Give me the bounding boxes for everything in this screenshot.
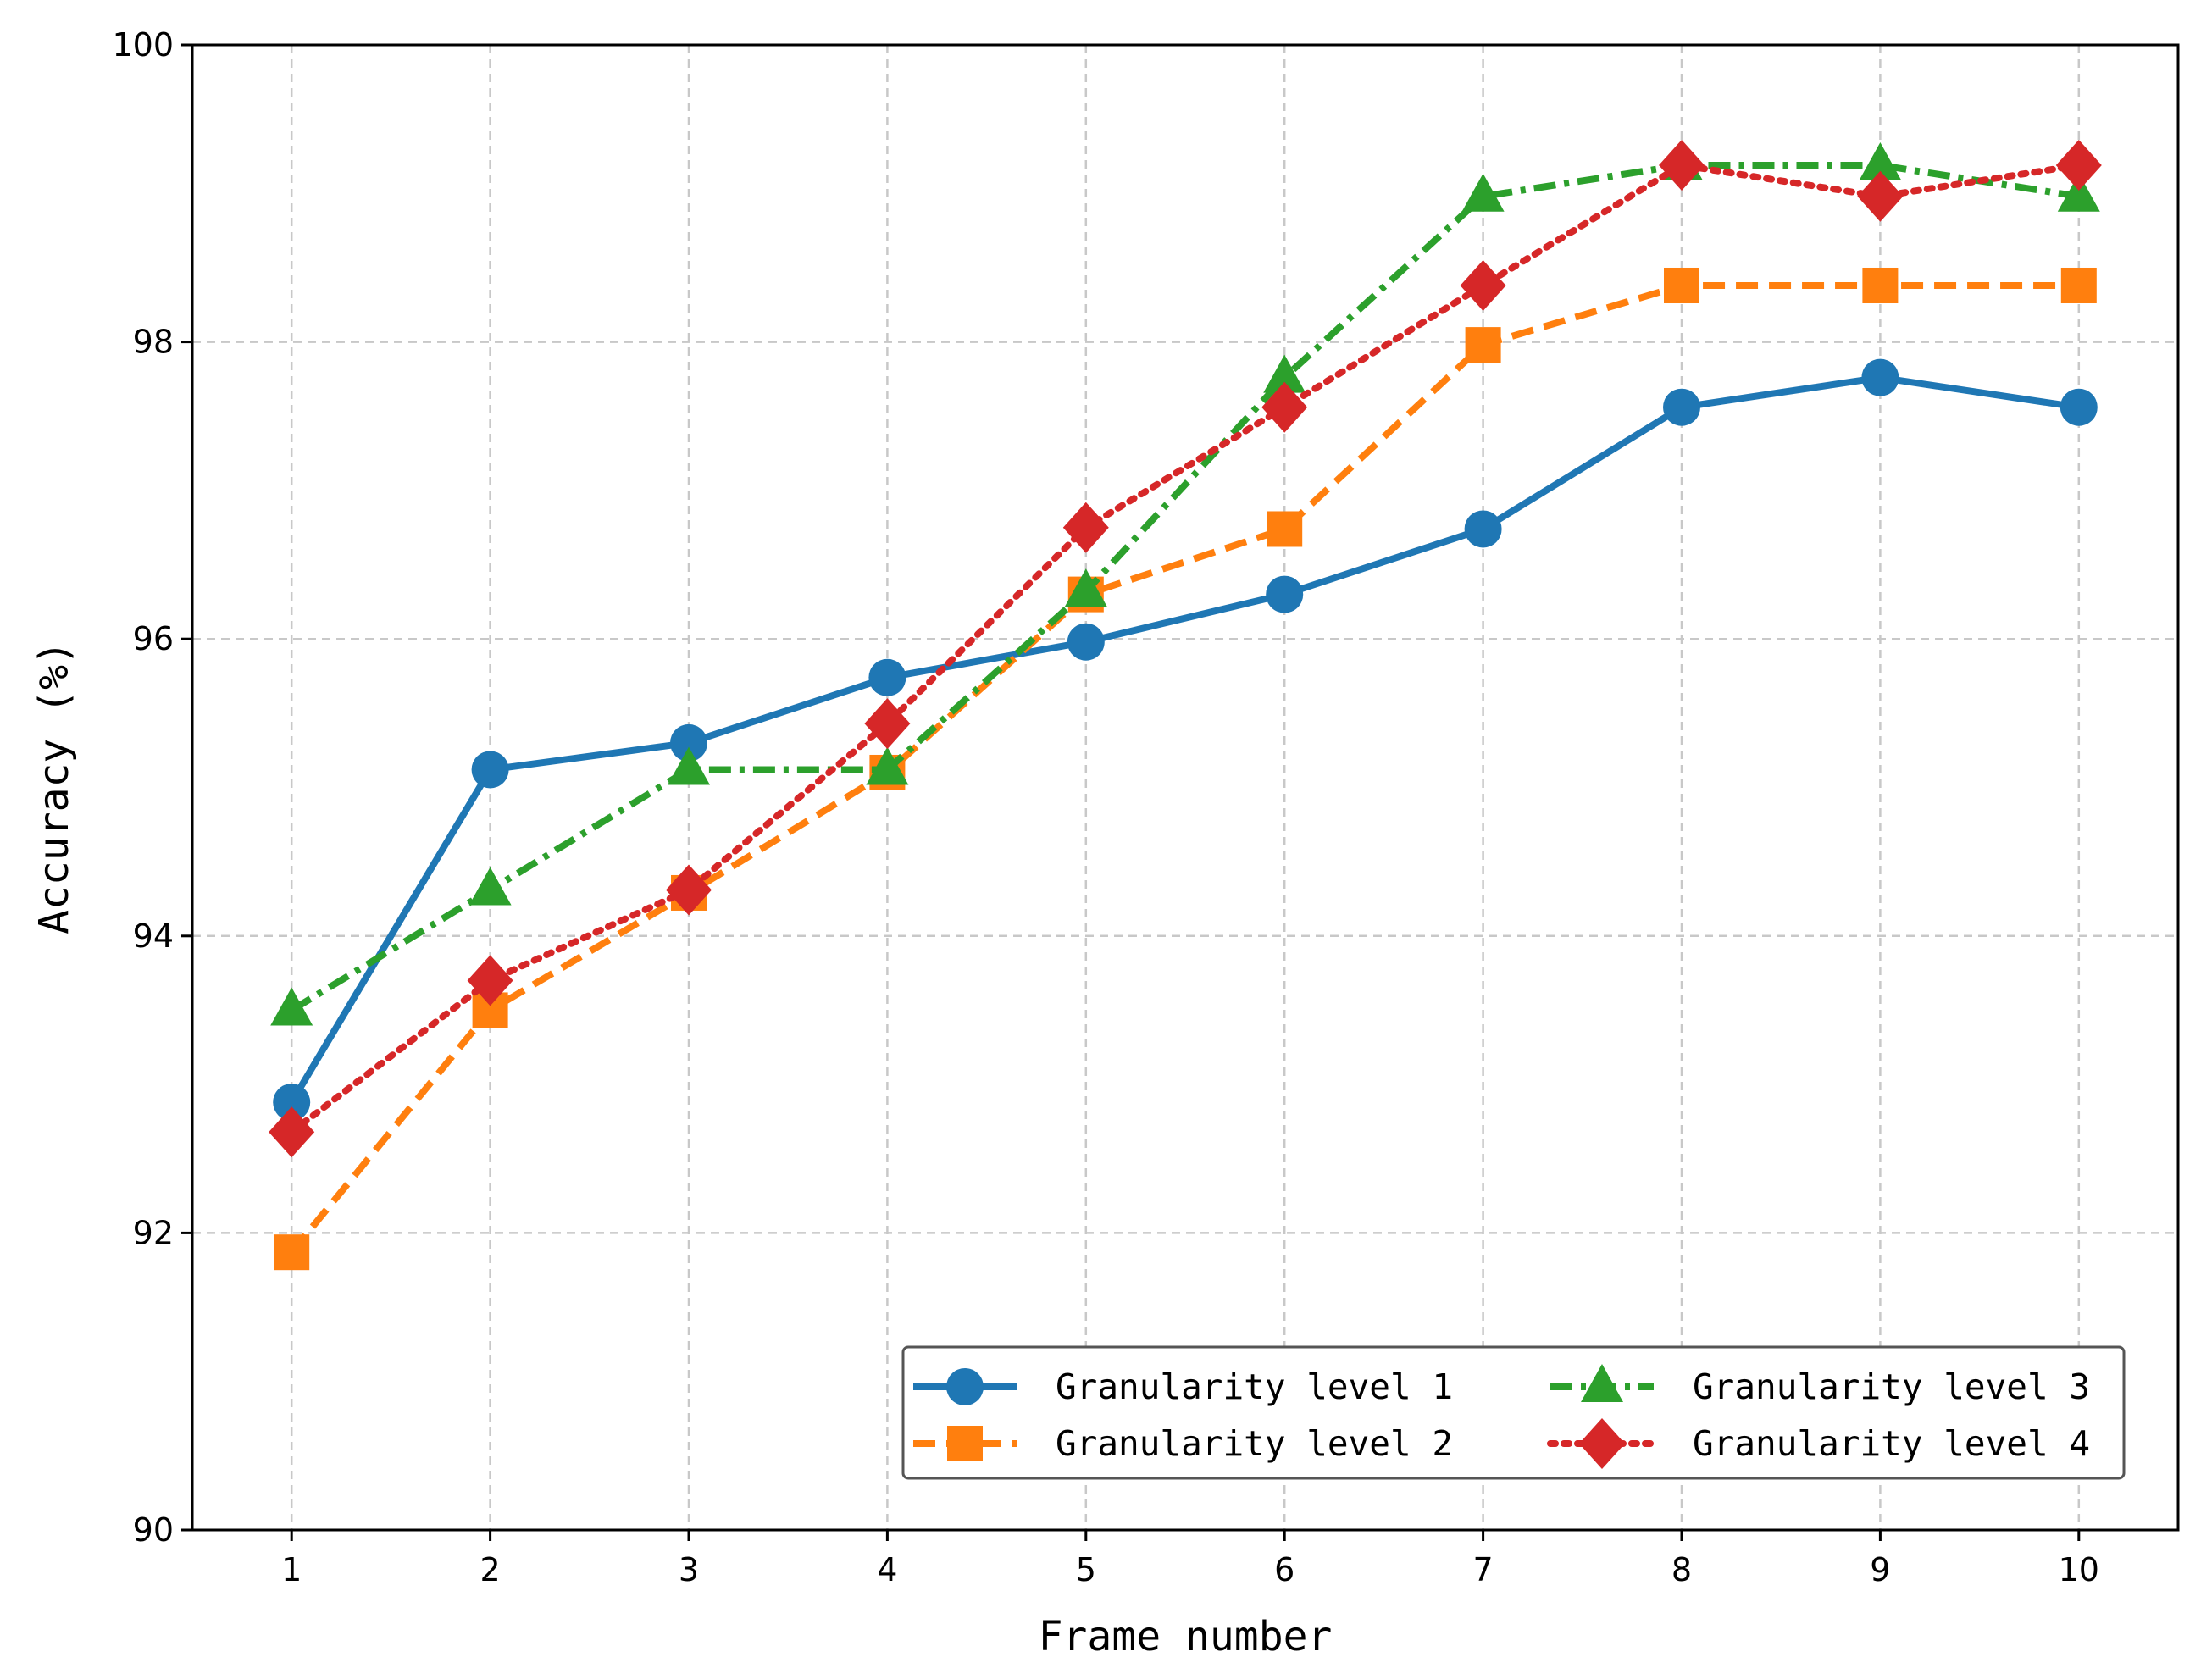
series-line (288, 374, 2080, 1105)
data-point (467, 955, 513, 1006)
y-tick-label: 90 (133, 1511, 174, 1549)
y-tick-label: 100 (112, 26, 174, 64)
legend-entry-1: Granularity level 1 (913, 1366, 1453, 1407)
data-point (274, 1234, 310, 1271)
data-point (2057, 173, 2100, 212)
data-point (270, 987, 313, 1026)
x-tick-label: 6 (1274, 1551, 1294, 1588)
data-point (1067, 623, 1105, 661)
legend-label: Granularity level 4 (1693, 1423, 2090, 1464)
legend-box (901, 1345, 2126, 1480)
data-point (866, 746, 909, 785)
legend-entry-2: Granularity level 2 (913, 1423, 1453, 1464)
data-point (1861, 358, 1899, 396)
legend-label: Granularity level 3 (1693, 1366, 2090, 1407)
legend: Granularity level 1 Granularity level 2 Gr… (901, 1345, 2126, 1480)
data-point (1263, 354, 1306, 393)
data-point (273, 1084, 311, 1122)
data-point (1464, 510, 1502, 548)
legend-marker (1581, 1364, 1623, 1402)
y-axis-title: Accuracy (%) (30, 640, 78, 934)
series-4 (269, 139, 2102, 1158)
series-line (288, 161, 2082, 1136)
series-layer (269, 139, 2102, 1271)
data-point (1857, 170, 1904, 222)
legend-entry-3: Granularity level 3 (1550, 1364, 2090, 1407)
data-point (2060, 267, 2097, 303)
x-tick-label: 5 (1076, 1551, 1096, 1588)
legend-marker (946, 1368, 984, 1405)
x-tick-label: 10 (2059, 1551, 2099, 1588)
x-tick-label: 7 (1473, 1551, 1494, 1588)
data-point (468, 867, 512, 906)
data-point (1659, 139, 1705, 191)
x-tick-label: 2 (480, 1551, 501, 1588)
data-point (2060, 388, 2098, 426)
data-point (2055, 139, 2102, 191)
series-3 (270, 141, 2100, 1026)
data-point (1664, 267, 1699, 303)
x-tick-label: 4 (877, 1551, 897, 1588)
data-point (1465, 327, 1501, 363)
x-tick-label: 1 (281, 1551, 302, 1588)
tick-layer: 1 2 3 4 5 6 7 8 9 10 90 92 94 96 98 100 (112, 26, 2099, 1588)
data-point (1267, 511, 1303, 547)
x-tick-label: 9 (1870, 1551, 1890, 1588)
legend-marker (1579, 1418, 1625, 1469)
data-point (1862, 267, 1899, 303)
data-point (868, 658, 906, 696)
data-point (1460, 259, 1506, 311)
plot-frame (191, 43, 2180, 1532)
data-point (668, 746, 710, 785)
data-point (269, 1106, 315, 1158)
data-point (670, 723, 707, 762)
legend-entry-4: Granularity level 4 (1547, 1418, 2090, 1469)
x-tick-label: 8 (1671, 1551, 1692, 1588)
data-point (1064, 568, 1107, 607)
data-point (1266, 575, 1304, 613)
data-point (1062, 502, 1109, 553)
legend-label: Granularity level 1 (1056, 1366, 1453, 1407)
x-tick-label: 3 (679, 1551, 699, 1588)
series-1 (273, 358, 2098, 1122)
data-point (1461, 173, 1505, 212)
data-point (1261, 381, 1308, 433)
series-2 (274, 267, 2097, 1271)
data-point (666, 864, 712, 916)
y-tick-label: 98 (133, 324, 174, 361)
series-line (289, 281, 2079, 1255)
y-tick-label: 94 (133, 917, 174, 955)
x-axis-title: Frame number (1039, 1613, 1333, 1660)
data-point (1859, 141, 1902, 180)
data-point (864, 698, 911, 750)
y-tick-label: 96 (133, 620, 174, 657)
data-point (471, 751, 509, 789)
legend-marker (947, 1426, 983, 1461)
data-point (1663, 388, 1700, 426)
legend-label: Granularity level 2 (1056, 1423, 1453, 1464)
series-line (290, 161, 2080, 1013)
y-tick-label: 92 (133, 1214, 174, 1251)
